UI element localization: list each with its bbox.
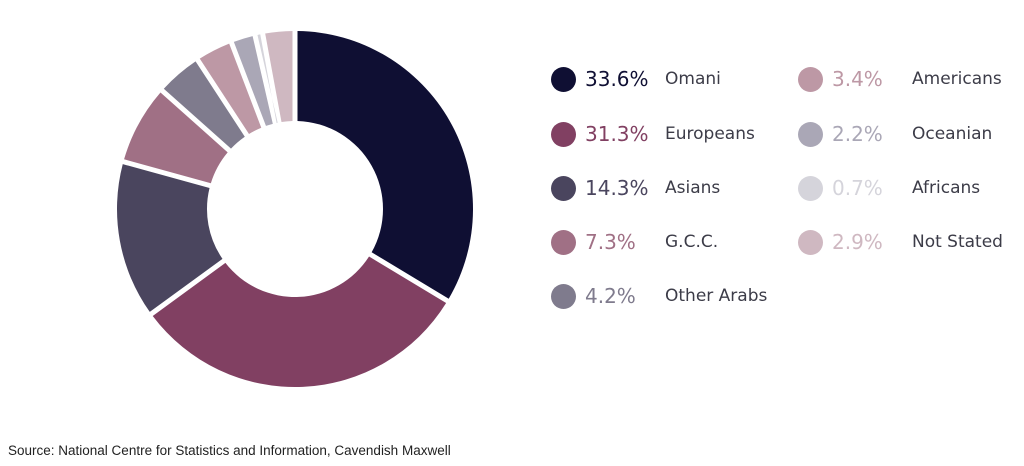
legend-label: Europeans (665, 124, 755, 144)
legend-label: Other Arabs (665, 286, 768, 306)
slice-asians (116, 164, 223, 312)
legend-item: 0.7% Africans (798, 173, 980, 203)
legend-item: 4.2% Other Arabs (551, 281, 767, 311)
legend-swatch (551, 175, 576, 201)
legend-label: G.C.C. (665, 232, 719, 252)
legend-label: Oceanian (912, 124, 993, 144)
legend-swatch (551, 229, 576, 255)
legend-item: 14.3% Asians (551, 173, 720, 203)
legend-swatch (798, 66, 823, 92)
legend-swatch (798, 121, 823, 147)
legend-value: 3.4% (832, 67, 883, 91)
legend-label: Americans (912, 69, 1002, 89)
legend-label: Not Stated (912, 232, 1003, 252)
legend-label: Asians (665, 178, 721, 198)
slice-europeans (152, 256, 447, 387)
slice-oceanian (233, 36, 273, 126)
legend-value: 4.2% (585, 284, 636, 308)
legend-value: 7.3% (585, 230, 636, 254)
source-note: Source: National Centre for Statistics a… (8, 443, 451, 458)
slice-americans (199, 43, 262, 134)
slice-africans (257, 34, 278, 123)
legend-value: 31.3% (585, 122, 649, 146)
legend-value: 33.6% (585, 67, 649, 91)
legend-value: 14.3% (585, 176, 649, 200)
legend-value: 2.2% (832, 122, 883, 146)
legend-item: 33.6% Omani (551, 64, 721, 94)
legend-label: Africans (912, 178, 981, 198)
slice-g-c-c (124, 92, 228, 184)
legend-item: 7.3% G.C.C. (551, 227, 718, 257)
legend-swatch (551, 283, 576, 309)
legend-item: 2.2% Oceanian (798, 119, 992, 149)
legend-swatch (551, 66, 576, 92)
legend-item: 31.3% Europeans (551, 119, 755, 149)
slice-other-arabs (163, 61, 245, 149)
legend-value: 2.9% (832, 230, 883, 254)
legend-swatch (798, 229, 823, 255)
legend-item: 3.4% Americans (798, 64, 1002, 94)
legend-value: 0.7% (832, 176, 883, 200)
slice-not-stated (265, 31, 293, 123)
slice-omani (297, 31, 474, 299)
legend-label: Omani (665, 69, 721, 89)
legend-swatch (798, 175, 823, 201)
legend-swatch (551, 121, 576, 147)
legend-item: 2.9% Not Stated (798, 227, 1003, 257)
